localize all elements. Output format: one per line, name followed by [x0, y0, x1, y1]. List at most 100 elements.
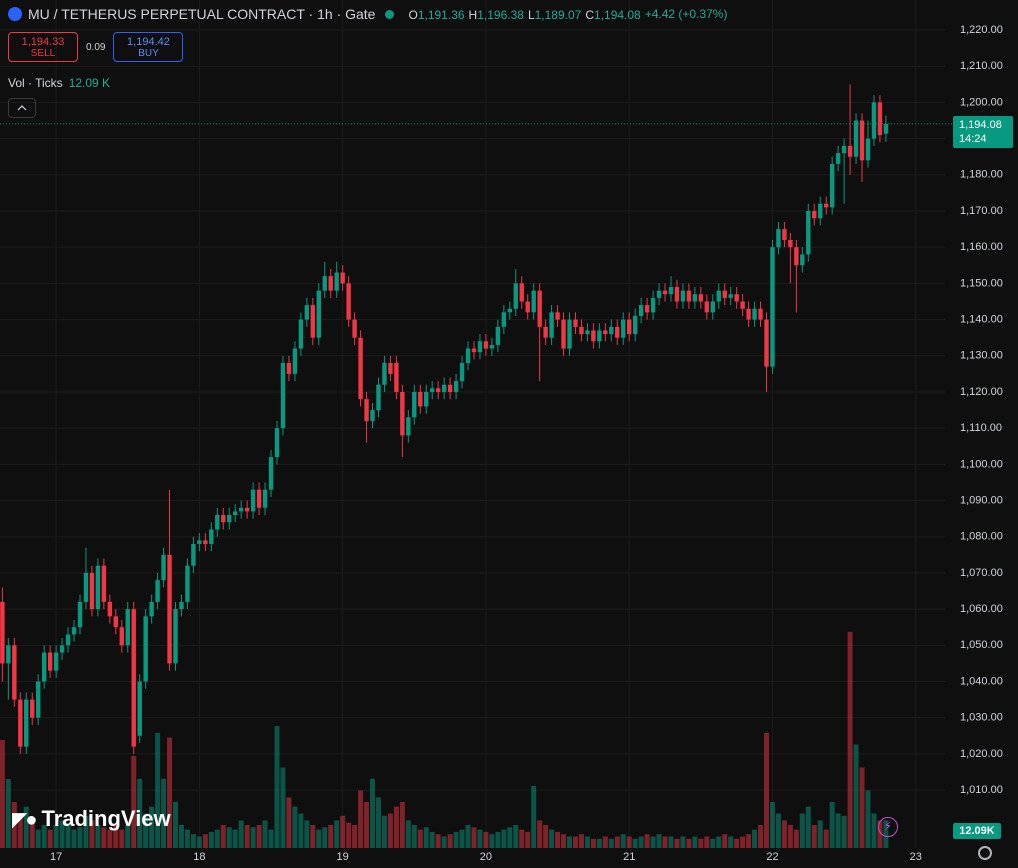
- candle-body: [722, 290, 727, 298]
- volume-bar: [656, 834, 662, 848]
- candle-body: [513, 283, 518, 309]
- candle-body: [370, 410, 375, 421]
- candle-body: [764, 319, 769, 367]
- volume-bar: [680, 836, 686, 848]
- volume-bar: [375, 797, 381, 848]
- volume-bar: [429, 831, 435, 848]
- volume-bar: [561, 834, 567, 848]
- volume-bar: [262, 820, 268, 848]
- last-price: 1,194.08: [959, 119, 1002, 131]
- candle-body: [531, 290, 536, 313]
- volume-bar: [531, 785, 537, 848]
- candle-body: [537, 290, 542, 327]
- ohlc: O1,191.36 H1,196.38 L1,189.07 C1,194.08: [404, 6, 640, 22]
- volume-bar: [417, 829, 423, 848]
- candle-body: [573, 319, 578, 327]
- x-tick-label: 17: [50, 851, 62, 863]
- candle-body: [352, 319, 357, 338]
- volume-bar: [877, 820, 883, 848]
- buy-button[interactable]: 1,194.42 BUY: [113, 32, 184, 62]
- candle-body: [155, 580, 160, 602]
- volume-bar: [292, 806, 298, 848]
- volume-bar: [167, 737, 173, 848]
- candle-body: [143, 616, 148, 682]
- volume-bar: [853, 744, 859, 848]
- candle-body: [286, 363, 292, 374]
- volume-bar: [155, 733, 161, 848]
- volume-bar: [304, 820, 310, 848]
- candle-body: [543, 326, 548, 338]
- candle-body: [477, 341, 483, 353]
- volume-bar: [716, 836, 722, 848]
- candle-body: [627, 319, 632, 335]
- y-tick-label: 1,150.00: [960, 277, 1003, 289]
- volume-bar: [178, 825, 184, 848]
- candle-body: [322, 276, 327, 291]
- flash-button[interactable]: ⚡: [878, 817, 898, 837]
- volume-bar: [352, 825, 358, 848]
- volume-bar: [590, 838, 596, 848]
- candle-body: [549, 312, 554, 338]
- candle-body: [173, 609, 178, 664]
- sell-button[interactable]: 1,194.33 SELL: [8, 32, 78, 62]
- candle-body: [501, 312, 507, 327]
- volume-bar: [334, 820, 340, 848]
- volume-bar: [614, 836, 620, 848]
- volume-bar: [137, 779, 143, 848]
- candle-body: [6, 645, 11, 664]
- candle-body: [800, 254, 805, 266]
- collapse-button[interactable]: [8, 98, 36, 118]
- volume-bar: [632, 838, 638, 848]
- candle-body: [465, 348, 471, 364]
- symbol-title[interactable]: MU / TETHERUS PERPETUAL CONTRACT · 1h · …: [28, 6, 376, 22]
- spread: 0.09: [86, 41, 106, 53]
- candle-body: [782, 229, 787, 240]
- volume-bar: [692, 836, 698, 848]
- volume-bar: [393, 806, 399, 848]
- candle-body: [382, 363, 387, 385]
- volume-axis-label: 12.09K: [953, 823, 1001, 839]
- settings-button[interactable]: [978, 846, 992, 860]
- candle-body: [435, 388, 441, 392]
- candle-body: [609, 326, 614, 335]
- candle-body: [471, 348, 477, 353]
- candle-body: [704, 301, 710, 313]
- volume-bar: [107, 829, 113, 848]
- volume-bar: [71, 829, 77, 848]
- volume-bar: [423, 827, 429, 848]
- candle-body: [692, 294, 698, 302]
- y-tick-label: 1,060.00: [960, 603, 1003, 615]
- y-tick-label: 1,070.00: [960, 567, 1003, 579]
- y-tick-label: 1,050.00: [960, 639, 1003, 651]
- volume-bar: [101, 827, 107, 848]
- volume-bar: [578, 834, 584, 848]
- candle-body: [71, 627, 77, 635]
- candle-body: [298, 319, 304, 349]
- candle-body: [430, 388, 435, 392]
- candle-body: [883, 123, 889, 134]
- volume-bar: [513, 825, 519, 848]
- logo[interactable]: ◤● TradingView: [12, 806, 171, 832]
- volume-bar: [149, 806, 155, 848]
- volume-legend: Vol · Ticks 12.09 K: [8, 76, 110, 90]
- volume-bar: [775, 813, 781, 848]
- y-tick-label: 1,040.00: [960, 675, 1003, 687]
- volume-bar: [668, 836, 674, 848]
- volume-bar: [859, 767, 865, 848]
- candle-body: [107, 601, 113, 617]
- ohlc-key: L: [527, 8, 535, 22]
- volume-bar: [728, 836, 734, 848]
- volume-bar: [787, 825, 793, 848]
- candle-body: [483, 341, 489, 349]
- volume-bar: [220, 825, 226, 848]
- candle-body: [388, 363, 393, 374]
- candle-body: [507, 308, 513, 313]
- y-tick-label: 1,210.00: [960, 60, 1003, 72]
- volume-bar: [41, 825, 47, 848]
- volume-bar: [722, 834, 728, 848]
- x-tick-label: 18: [193, 851, 205, 863]
- volume-bar: [411, 825, 417, 848]
- candle-body: [841, 145, 847, 154]
- candle-body: [835, 153, 841, 164]
- volume-bar: [29, 820, 35, 848]
